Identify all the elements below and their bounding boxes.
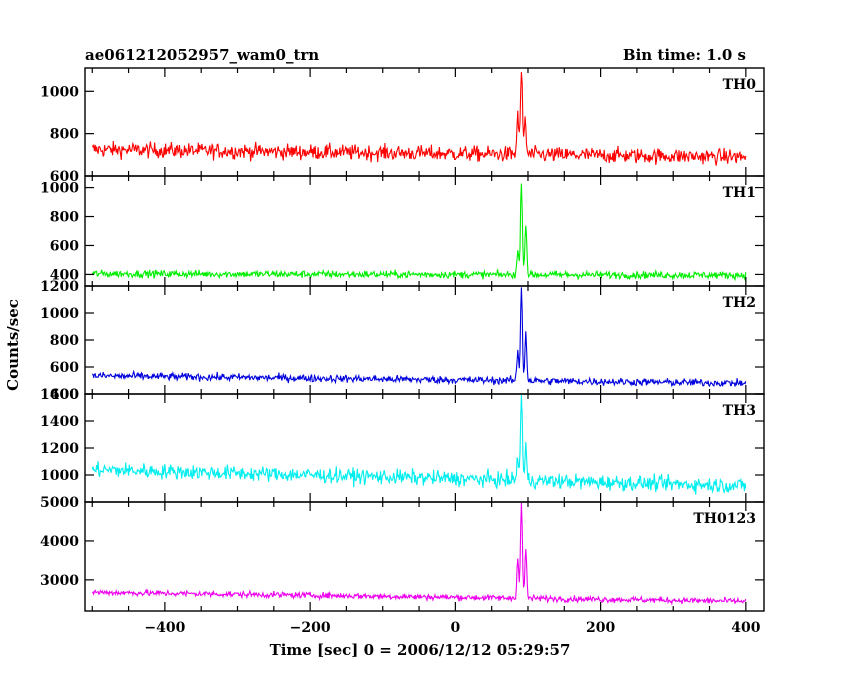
panel-th0123: 3000 4000 5000 TH0123 [40, 495, 765, 612]
y-tick-label: 1000 [40, 468, 79, 484]
y-tick-label: 1000 [40, 84, 79, 100]
panel-label-th1: TH1 [723, 185, 756, 201]
panel-th1: 400 600 800 1000 TH1 [40, 175, 765, 287]
y-tick-label: 1600 [40, 387, 79, 403]
y-tick-label: 5000 [40, 495, 79, 511]
chart-title-right: Bin time: 1.0 s [623, 46, 746, 64]
y-tick-label: 800 [50, 333, 79, 349]
y-tick-label: 400 [50, 267, 79, 283]
series-line-th1 [91, 183, 747, 282]
panel-th0: 600 800 1000 TH0 [40, 67, 765, 185]
series-line-th3 [91, 394, 747, 495]
y-tick-label: 1000 [40, 181, 79, 197]
y-axis-label: Counts/sec [4, 299, 22, 391]
panel-label-th2: TH2 [723, 295, 756, 311]
x-tick-label: 0 [450, 620, 460, 636]
x-tick-label: 400 [731, 620, 760, 636]
panel-label-th3: TH3 [723, 403, 756, 419]
panel-label-th0123: TH0123 [693, 511, 756, 527]
panels-group: 600 800 1000 TH0 400 600 800 1000 TH1 400 600 800 10… [40, 67, 765, 612]
series-line-th0123 [91, 502, 747, 606]
x-tick-label: −400 [144, 620, 185, 636]
y-tick-label: 4000 [40, 534, 79, 550]
panel-frame [84, 67, 765, 177]
series-line-th0 [91, 71, 747, 166]
chart-title-left: ae061212052957_wam0_trn [85, 46, 319, 64]
panel-frame [84, 501, 765, 612]
x-axis-label: Time [sec] 0 = 2006/12/12 05:29:57 [270, 641, 571, 659]
series-line-th2 [91, 287, 747, 388]
x-tick-label: −200 [290, 620, 331, 636]
y-tick-label: 3000 [40, 573, 79, 589]
x-tick-labels: −400 −200 0 200 400 [144, 620, 760, 636]
y-tick-label: 800 [50, 127, 79, 143]
y-tick-label: 800 [50, 210, 79, 226]
y-tick-label: 1200 [40, 279, 79, 295]
panel-th3: 1000 1200 1400 1600 TH3 [40, 387, 765, 503]
x-tick-label: 200 [586, 620, 615, 636]
panel-label-th0: TH0 [723, 77, 757, 93]
y-tick-label: 1400 [40, 414, 79, 430]
y-tick-label: 400 [50, 387, 79, 403]
y-tick-label: 1000 [40, 306, 79, 322]
panel-frame [84, 175, 765, 287]
y-tick-label: 600 [50, 238, 79, 254]
y-tick-label: 600 [50, 360, 79, 376]
y-tick-label: 1200 [40, 441, 79, 457]
panel-th2: 400 600 800 1000 1200 TH2 [40, 279, 765, 403]
y-tick-label: 600 [50, 169, 79, 185]
